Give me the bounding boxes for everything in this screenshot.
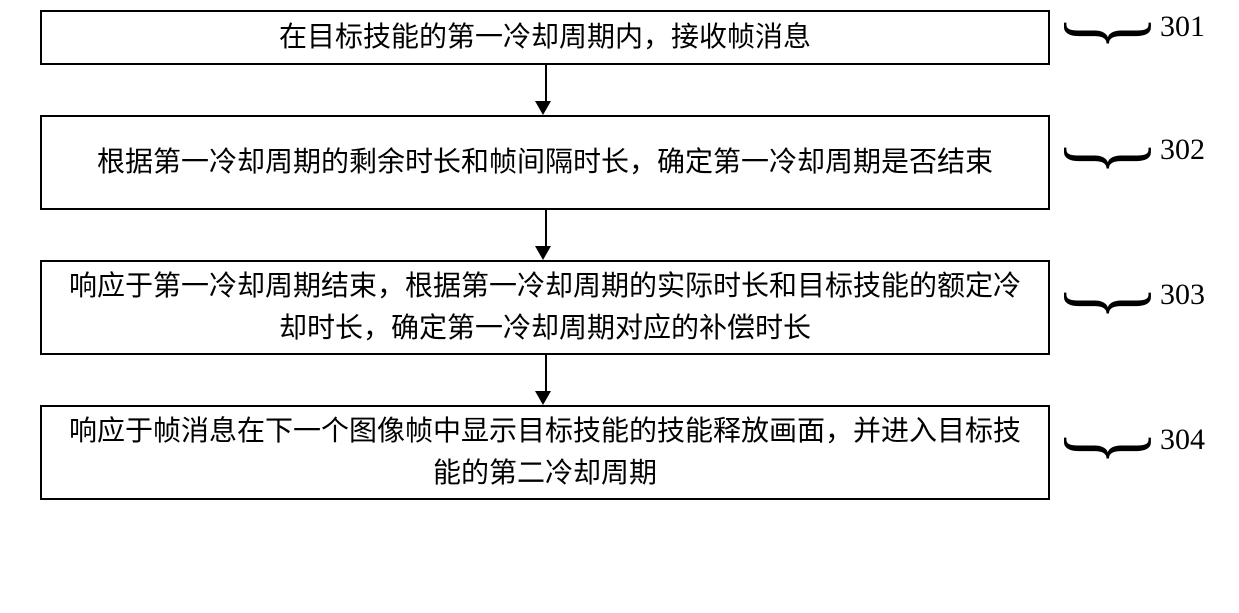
flow-box-1-text: 在目标技能的第一冷却周期内，接收帧消息 [279, 17, 811, 59]
flow-box-4: 响应于帧消息在下一个图像帧中显示目标技能的技能释放画面，并进入目标技能的第二冷却… [40, 405, 1050, 500]
flow-row-1: 在目标技能的第一冷却周期内，接收帧消息 } 301 [40, 10, 1200, 65]
curly-bracket-icon: } [1059, 431, 1164, 465]
arrowhead-icon [535, 246, 551, 260]
flow-label-4: 304 [1160, 423, 1205, 457]
curly-bracket-icon: } [1059, 141, 1164, 175]
flow-arrow-1 [545, 65, 547, 115]
flow-box-2: 根据第一冷却周期的剩余时长和帧间隔时长，确定第一冷却周期是否结束 [40, 115, 1050, 210]
flow-arrow-3 [545, 355, 547, 405]
flow-arrow-2 [545, 210, 547, 260]
arrowhead-icon [535, 101, 551, 115]
flowchart-container: 在目标技能的第一冷却周期内，接收帧消息 } 301 根据第一冷却周期的剩余时长和… [40, 10, 1200, 500]
flow-box-2-text: 根据第一冷却周期的剩余时长和帧间隔时长，确定第一冷却周期是否结束 [97, 142, 993, 184]
flow-box-4-text: 响应于帧消息在下一个图像帧中显示目标技能的技能释放画面，并进入目标技能的第二冷却… [62, 411, 1028, 495]
flow-box-3: 响应于第一冷却周期结束，根据第一冷却周期的实际时长和目标技能的额定冷却时长，确定… [40, 260, 1050, 355]
flow-row-2: 根据第一冷却周期的剩余时长和帧间隔时长，确定第一冷却周期是否结束 } 302 [40, 115, 1200, 210]
flow-box-3-text: 响应于第一冷却周期结束，根据第一冷却周期的实际时长和目标技能的额定冷却时长，确定… [62, 266, 1028, 350]
curly-bracket-icon: } [1059, 16, 1164, 50]
flow-label-1: 301 [1160, 10, 1205, 44]
flow-row-4: 响应于帧消息在下一个图像帧中显示目标技能的技能释放画面，并进入目标技能的第二冷却… [40, 405, 1200, 500]
flow-label-3: 303 [1160, 278, 1205, 312]
flow-row-3: 响应于第一冷却周期结束，根据第一冷却周期的实际时长和目标技能的额定冷却时长，确定… [40, 260, 1200, 355]
curly-bracket-icon: } [1059, 286, 1164, 320]
arrowhead-icon [535, 391, 551, 405]
flow-label-2: 302 [1160, 133, 1205, 167]
flow-box-1: 在目标技能的第一冷却周期内，接收帧消息 [40, 10, 1050, 65]
